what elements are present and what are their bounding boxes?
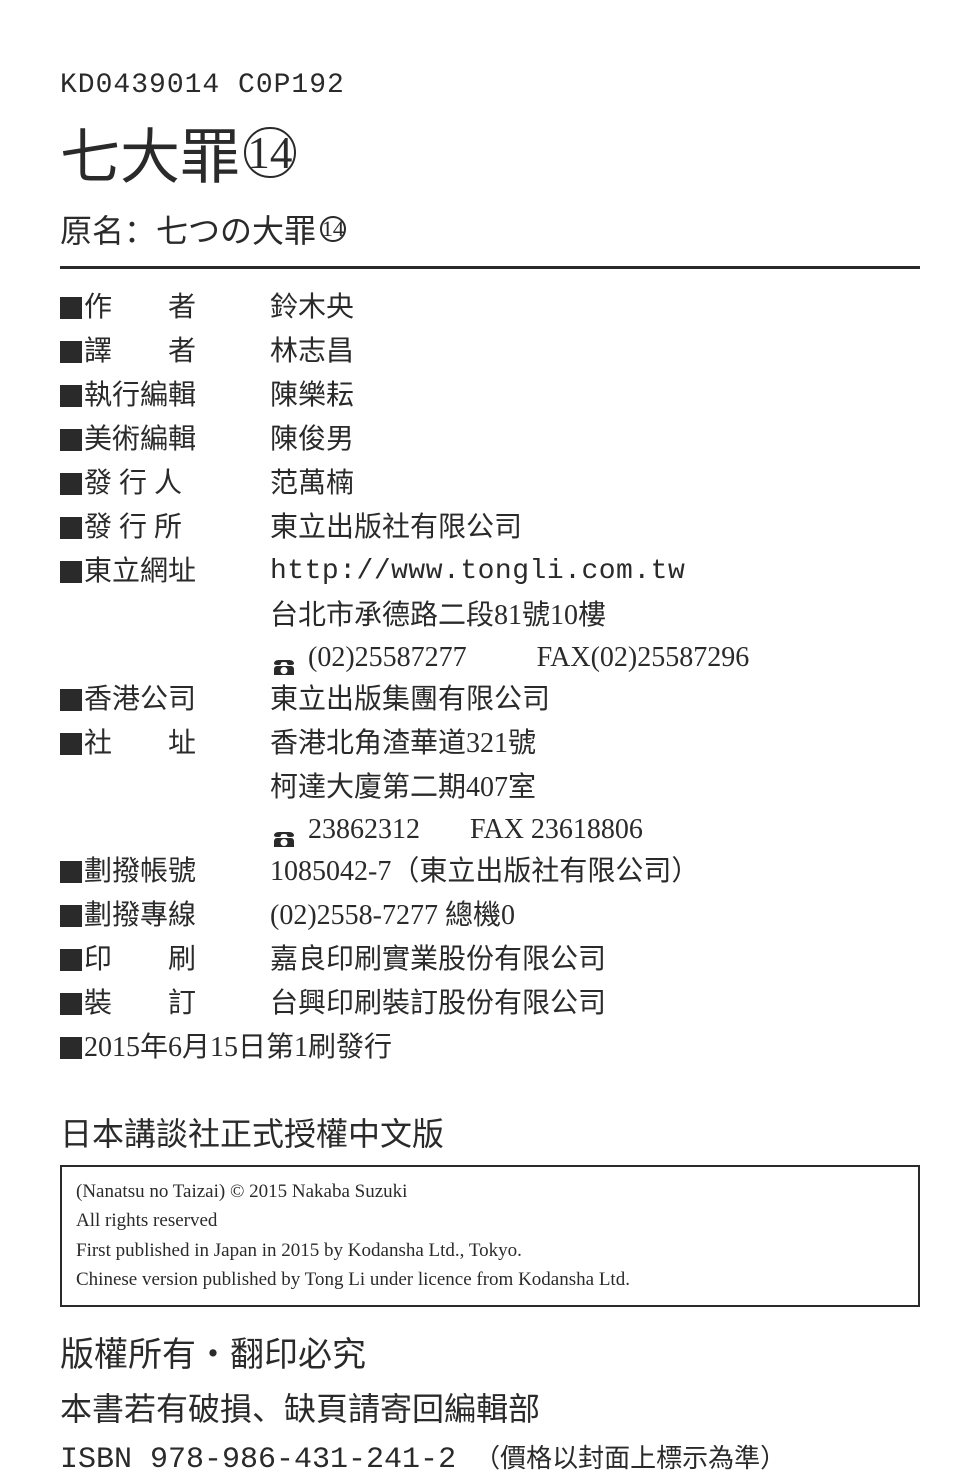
credit-value: 范萬楠 [270, 463, 920, 505]
credit-row: 社 址香港北角渣華道321號 [60, 723, 920, 765]
credit-label: 香港公司 [60, 679, 270, 721]
credit-value: 林志昌 [270, 331, 920, 373]
credit-label: 印 刷 [60, 939, 270, 981]
credit-label-text: 劃撥帳號 [84, 851, 270, 893]
credit-label: 美術編輯 [60, 419, 270, 461]
original-title: 原名：七つの大罪 14 [60, 206, 920, 269]
publication-date: 2015年6月15日第1刷發行 [84, 1027, 392, 1069]
title-text: 七大罪 [60, 109, 240, 196]
credit-row: 劃撥專線(02)2558-7277 總機0 [60, 895, 920, 937]
credit-row: 印 刷嘉良印刷實業股份有限公司 [60, 939, 920, 981]
hk-phone-line: 23862312 FAX 23618806 [270, 809, 920, 851]
copyright-line2: All rights reserved [76, 1206, 904, 1235]
bullet-square [60, 861, 82, 883]
publisher-phone: (02)25587277 [308, 637, 467, 679]
phone-icon [270, 820, 298, 840]
credit-row: 裝 訂台興印刷裝訂股份有限公司 [60, 983, 920, 1025]
credit-label-text: 劃撥專線 [84, 895, 270, 937]
credit-label: 發 行 所 [60, 507, 270, 549]
credit-label-text: 執行編輯 [84, 375, 270, 417]
rights-reserved: 版權所有・翻印必究 [60, 1327, 920, 1376]
credit-label-text: 香港公司 [84, 679, 270, 721]
copyright-line1: (Nanatsu no Taizai) © 2015 Nakaba Suzuki [76, 1177, 904, 1206]
bullet-square [60, 473, 82, 495]
credit-label-text: 作 者 [84, 287, 270, 329]
credit-label: 劃撥專線 [60, 895, 270, 937]
isbn-line: ISBN 978-986-431-241-2 （價格以封面上標示為準） [60, 1438, 920, 1477]
credit-label: 劃撥帳號 [60, 851, 270, 893]
bullet-square [60, 297, 82, 319]
credit-label: 作 者 [60, 287, 270, 329]
credit-label-text: 發 行 所 [84, 507, 270, 549]
credit-row: 香港公司東立出版集團有限公司 [60, 679, 920, 721]
credit-value: 1085042-7（東立出版社有限公司） [270, 851, 920, 893]
credit-value: 陳俊男 [270, 419, 920, 461]
hk-fax: FAX 23618806 [470, 809, 643, 851]
bullet-square [60, 517, 82, 539]
phone-icon [270, 648, 298, 668]
hk-address-line2: 柯達大廈第二期407室 [270, 767, 920, 809]
book-title: 七大罪 14 [60, 109, 920, 196]
credit-label: 發 行 人 [60, 463, 270, 505]
credit-row: 美術編輯陳俊男 [60, 419, 920, 461]
damage-notice: 本書若有破損、缺頁請寄回編輯部 [60, 1384, 920, 1430]
credit-value: 東立出版集團有限公司 [270, 679, 920, 721]
volume-number-circled: 14 [244, 127, 296, 179]
bullet-square [60, 429, 82, 451]
credit-value: http://www.tongli.com.tw [270, 551, 920, 593]
credit-label: 裝 訂 [60, 983, 270, 1025]
credit-value: (02)2558-7277 總機0 [270, 895, 920, 937]
bullet-square [60, 561, 82, 583]
credit-label-text: 社 址 [84, 723, 270, 765]
bullet-square [60, 905, 82, 927]
subtitle-text: 原名：七つの大罪 [60, 206, 316, 252]
credit-value: 台興印刷裝訂股份有限公司 [270, 983, 920, 1025]
publication-date-row: 2015年6月15日第1刷發行 [60, 1027, 920, 1069]
credit-row: 東立網址http://www.tongli.com.tw [60, 551, 920, 593]
copyright-line3: First published in Japan in 2015 by Koda… [76, 1236, 904, 1265]
copyright-box: (Nanatsu no Taizai) © 2015 Nakaba Suzuki… [60, 1165, 920, 1307]
copyright-line4: Chinese version published by Tong Li und… [76, 1265, 904, 1294]
credit-label: 譯 者 [60, 331, 270, 373]
credit-label: 社 址 [60, 723, 270, 765]
credit-label-text: 譯 者 [84, 331, 270, 373]
credit-label-text: 發 行 人 [84, 463, 270, 505]
credit-label-text: 裝 訂 [84, 983, 270, 1025]
bullet-square [60, 385, 82, 407]
credit-row: 作 者鈴木央 [60, 287, 920, 329]
isbn-number: 978-986-431-241-2 [150, 1443, 456, 1477]
credit-label-text: 美術編輯 [84, 419, 270, 461]
publisher-address: 台北市承德路二段81號10樓 [270, 595, 920, 637]
credit-value: 鈴木央 [270, 287, 920, 329]
credit-row: 劃撥帳號1085042-7（東立出版社有限公司） [60, 851, 920, 893]
credit-label-text: 印 刷 [84, 939, 270, 981]
subtitle-volume-circled: 14 [320, 216, 346, 242]
bullet-square [60, 949, 82, 971]
credit-value: 陳樂耘 [270, 375, 920, 417]
publisher-phone-line: (02)25587277 FAX(02)25587296 [270, 637, 920, 679]
bullet-square [60, 689, 82, 711]
isbn-note: （價格以封面上標示為準） [474, 1438, 786, 1475]
credit-label: 執行編輯 [60, 375, 270, 417]
hk-phone: 23862312 [308, 809, 420, 851]
isbn-label: ISBN [60, 1443, 132, 1477]
catalog-code: KD0439014 C0P192 [60, 70, 920, 101]
credit-row: 發 行 人范萬楠 [60, 463, 920, 505]
authorization-line: 日本講談社正式授權中文版 [60, 1109, 920, 1155]
credit-row: 發 行 所東立出版社有限公司 [60, 507, 920, 549]
credit-label-text: 東立網址 [84, 551, 270, 593]
credit-value: 東立出版社有限公司 [270, 507, 920, 549]
credits-block: 作 者鈴木央譯 者林志昌執行編輯陳樂耘美術編輯陳俊男發 行 人范萬楠發 行 所東… [60, 287, 920, 1069]
credit-row: 譯 者林志昌 [60, 331, 920, 373]
bullet-square [60, 341, 82, 363]
bullet-square [60, 733, 82, 755]
publisher-fax: FAX(02)25587296 [537, 637, 750, 679]
credit-value: 香港北角渣華道321號 [270, 723, 920, 765]
credit-row: 執行編輯陳樂耘 [60, 375, 920, 417]
credit-label: 東立網址 [60, 551, 270, 593]
credit-value: 嘉良印刷實業股份有限公司 [270, 939, 920, 981]
bullet-square [60, 1037, 82, 1059]
bullet-square [60, 993, 82, 1015]
